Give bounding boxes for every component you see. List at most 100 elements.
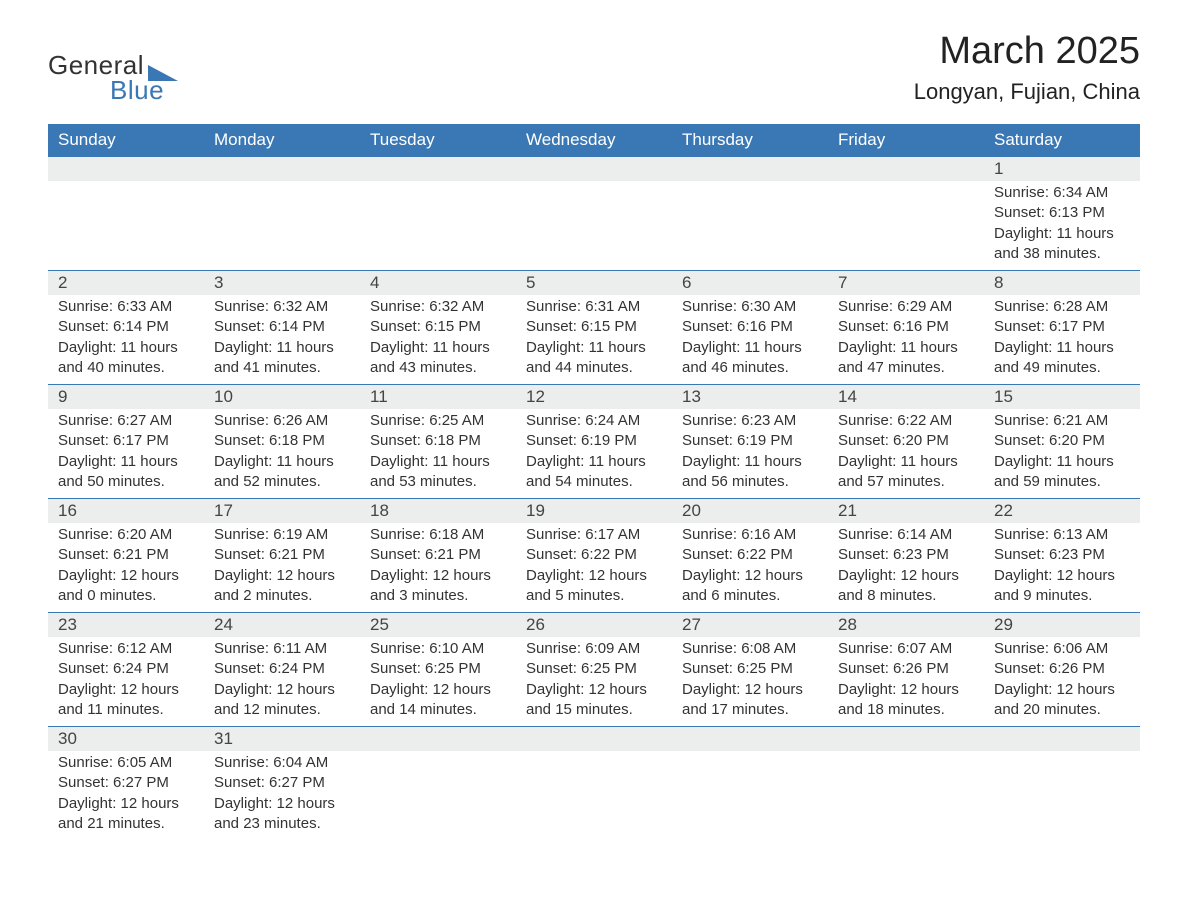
- daylight-text: Daylight: 12 hours and 2 minutes.: [214, 566, 350, 607]
- daylight-text: Daylight: 12 hours and 14 minutes.: [370, 680, 506, 721]
- day-number: 2: [48, 271, 204, 296]
- day-number: 15: [984, 385, 1140, 410]
- daylight-text: Daylight: 11 hours and 40 minutes.: [58, 338, 194, 379]
- day-cell: Sunrise: 6:13 AMSunset: 6:23 PMDaylight:…: [984, 523, 1140, 613]
- daylight-text: Daylight: 12 hours and 15 minutes.: [526, 680, 662, 721]
- week-2-numbers: 9101112131415: [48, 385, 1140, 410]
- week-0-data: Sunrise: 6:34 AMSunset: 6:13 PMDaylight:…: [48, 181, 1140, 271]
- daylight-text: Daylight: 12 hours and 12 minutes.: [214, 680, 350, 721]
- daylight-text: Daylight: 12 hours and 11 minutes.: [58, 680, 194, 721]
- day-cell: [516, 181, 672, 271]
- sunrise-text: Sunrise: 6:13 AM: [994, 525, 1130, 545]
- sunrise-text: Sunrise: 6:23 AM: [682, 411, 818, 431]
- sunset-text: Sunset: 6:17 PM: [58, 431, 194, 451]
- sunset-text: Sunset: 6:19 PM: [682, 431, 818, 451]
- day-cell: Sunrise: 6:14 AMSunset: 6:23 PMDaylight:…: [828, 523, 984, 613]
- day-cell: Sunrise: 6:25 AMSunset: 6:18 PMDaylight:…: [360, 409, 516, 499]
- daylight-text: Daylight: 11 hours and 44 minutes.: [526, 338, 662, 379]
- sunset-text: Sunset: 6:15 PM: [370, 317, 506, 337]
- day-cell: Sunrise: 6:07 AMSunset: 6:26 PMDaylight:…: [828, 637, 984, 727]
- day-number: 6: [672, 271, 828, 296]
- sunset-text: Sunset: 6:14 PM: [214, 317, 350, 337]
- day-number: [828, 157, 984, 182]
- day-cell: Sunrise: 6:10 AMSunset: 6:25 PMDaylight:…: [360, 637, 516, 727]
- sunrise-text: Sunrise: 6:32 AM: [370, 297, 506, 317]
- sunrise-text: Sunrise: 6:08 AM: [682, 639, 818, 659]
- day-cell: [984, 751, 1140, 840]
- week-5-numbers: 3031: [48, 727, 1140, 752]
- day-number: [516, 157, 672, 182]
- day-cell: Sunrise: 6:27 AMSunset: 6:17 PMDaylight:…: [48, 409, 204, 499]
- daylight-text: Daylight: 12 hours and 9 minutes.: [994, 566, 1130, 607]
- sunrise-text: Sunrise: 6:10 AM: [370, 639, 506, 659]
- day-number: 24: [204, 613, 360, 638]
- daylight-text: Daylight: 12 hours and 23 minutes.: [214, 794, 350, 835]
- col-wednesday: Wednesday: [516, 124, 672, 157]
- day-number: 9: [48, 385, 204, 410]
- day-number: 3: [204, 271, 360, 296]
- day-cell: Sunrise: 6:26 AMSunset: 6:18 PMDaylight:…: [204, 409, 360, 499]
- day-cell: Sunrise: 6:08 AMSunset: 6:25 PMDaylight:…: [672, 637, 828, 727]
- day-cell: Sunrise: 6:28 AMSunset: 6:17 PMDaylight:…: [984, 295, 1140, 385]
- day-number: 29: [984, 613, 1140, 638]
- daylight-text: Daylight: 12 hours and 20 minutes.: [994, 680, 1130, 721]
- title-block: March 2025 Longyan, Fujian, China: [914, 30, 1140, 105]
- day-number: 25: [360, 613, 516, 638]
- sunrise-text: Sunrise: 6:04 AM: [214, 753, 350, 773]
- sunrise-text: Sunrise: 6:18 AM: [370, 525, 506, 545]
- day-number: 27: [672, 613, 828, 638]
- daylight-text: Daylight: 12 hours and 6 minutes.: [682, 566, 818, 607]
- daylight-text: Daylight: 11 hours and 49 minutes.: [994, 338, 1130, 379]
- day-cell: Sunrise: 6:12 AMSunset: 6:24 PMDaylight:…: [48, 637, 204, 727]
- week-1-data: Sunrise: 6:33 AMSunset: 6:14 PMDaylight:…: [48, 295, 1140, 385]
- sunset-text: Sunset: 6:21 PM: [58, 545, 194, 565]
- day-number: 7: [828, 271, 984, 296]
- sunset-text: Sunset: 6:20 PM: [838, 431, 974, 451]
- sunrise-text: Sunrise: 6:09 AM: [526, 639, 662, 659]
- sunrise-text: Sunrise: 6:32 AM: [214, 297, 350, 317]
- day-cell: Sunrise: 6:34 AMSunset: 6:13 PMDaylight:…: [984, 181, 1140, 271]
- sunset-text: Sunset: 6:17 PM: [994, 317, 1130, 337]
- sunset-text: Sunset: 6:25 PM: [526, 659, 662, 679]
- col-saturday: Saturday: [984, 124, 1140, 157]
- daylight-text: Daylight: 12 hours and 17 minutes.: [682, 680, 818, 721]
- week-1-numbers: 2345678: [48, 271, 1140, 296]
- daylight-text: Daylight: 11 hours and 38 minutes.: [994, 224, 1130, 265]
- sunset-text: Sunset: 6:23 PM: [994, 545, 1130, 565]
- logo-word2: Blue: [110, 75, 164, 106]
- location-subtitle: Longyan, Fujian, China: [914, 79, 1140, 105]
- day-number: 12: [516, 385, 672, 410]
- day-number: 26: [516, 613, 672, 638]
- daylight-text: Daylight: 11 hours and 47 minutes.: [838, 338, 974, 379]
- day-cell: Sunrise: 6:32 AMSunset: 6:14 PMDaylight:…: [204, 295, 360, 385]
- day-number: [360, 727, 516, 752]
- sunrise-text: Sunrise: 6:20 AM: [58, 525, 194, 545]
- day-cell: Sunrise: 6:22 AMSunset: 6:20 PMDaylight:…: [828, 409, 984, 499]
- day-cell: [672, 751, 828, 840]
- sunrise-text: Sunrise: 6:07 AM: [838, 639, 974, 659]
- sunset-text: Sunset: 6:24 PM: [58, 659, 194, 679]
- day-number: [360, 157, 516, 182]
- daylight-text: Daylight: 12 hours and 3 minutes.: [370, 566, 506, 607]
- day-cell: Sunrise: 6:19 AMSunset: 6:21 PMDaylight:…: [204, 523, 360, 613]
- sunset-text: Sunset: 6:22 PM: [682, 545, 818, 565]
- day-number: [984, 727, 1140, 752]
- day-number: 21: [828, 499, 984, 524]
- day-cell: [204, 181, 360, 271]
- day-number: 4: [360, 271, 516, 296]
- day-cell: [828, 751, 984, 840]
- week-5-data: Sunrise: 6:05 AMSunset: 6:27 PMDaylight:…: [48, 751, 1140, 840]
- sunrise-text: Sunrise: 6:19 AM: [214, 525, 350, 545]
- sunrise-text: Sunrise: 6:16 AM: [682, 525, 818, 545]
- week-4-numbers: 23242526272829: [48, 613, 1140, 638]
- sunset-text: Sunset: 6:13 PM: [994, 203, 1130, 223]
- daylight-text: Daylight: 12 hours and 8 minutes.: [838, 566, 974, 607]
- day-number: 22: [984, 499, 1140, 524]
- day-cell: Sunrise: 6:09 AMSunset: 6:25 PMDaylight:…: [516, 637, 672, 727]
- day-cell: Sunrise: 6:24 AMSunset: 6:19 PMDaylight:…: [516, 409, 672, 499]
- day-cell: Sunrise: 6:06 AMSunset: 6:26 PMDaylight:…: [984, 637, 1140, 727]
- col-monday: Monday: [204, 124, 360, 157]
- day-number: 19: [516, 499, 672, 524]
- sunrise-text: Sunrise: 6:31 AM: [526, 297, 662, 317]
- calendar-header-row: Sunday Monday Tuesday Wednesday Thursday…: [48, 124, 1140, 157]
